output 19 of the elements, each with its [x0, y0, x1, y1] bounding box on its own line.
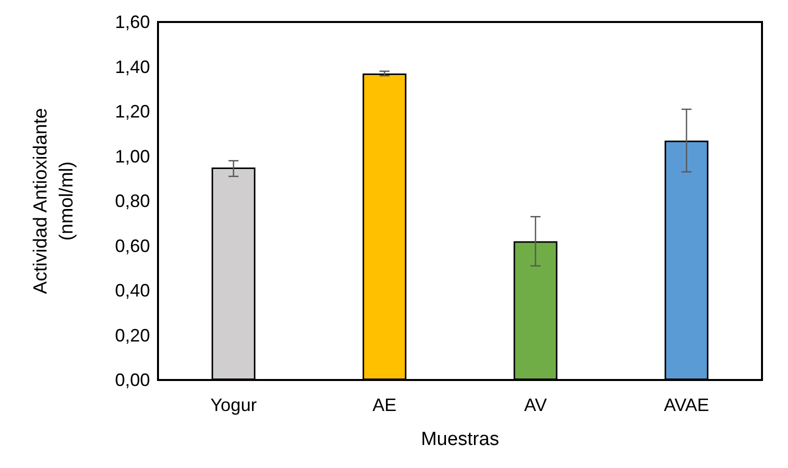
y-tick-label: 0,00	[114, 370, 150, 390]
bar	[212, 167, 256, 380]
y-axis-title: Actividad Antioxidante (nmol/ml)	[30, 108, 78, 294]
bar	[362, 73, 406, 380]
x-tick-label: AVAE	[664, 395, 710, 415]
y-tick-label: 1,00	[114, 146, 150, 166]
x-tick-label: Yogur	[210, 395, 257, 415]
x-tick-label: AV	[524, 395, 547, 415]
y-tick-label: 1,40	[114, 56, 150, 77]
y-tick-label: 0,60	[114, 236, 150, 256]
y-tick-label: 1,60	[114, 12, 150, 32]
y-tick-label: 0,40	[114, 280, 150, 300]
y-tick-label: 0,20	[114, 325, 150, 346]
bar	[514, 241, 558, 380]
y-tick-label: 1,20	[114, 102, 150, 122]
x-tick-label: AE	[372, 395, 397, 415]
x-axis-title: Muestras	[420, 429, 500, 450]
bar	[664, 140, 708, 380]
y-tick-label: 0,80	[114, 191, 150, 211]
